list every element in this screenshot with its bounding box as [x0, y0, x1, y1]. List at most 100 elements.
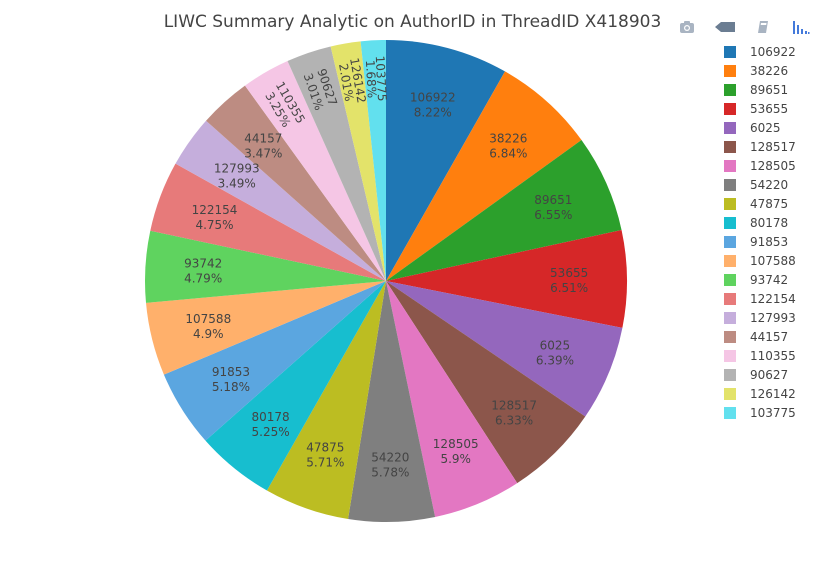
legend-item-122154[interactable]: 122154: [718, 289, 796, 308]
book-icon[interactable]: [744, 15, 782, 39]
pie-slice-89651[interactable]: [386, 140, 622, 281]
pie-slice-110355[interactable]: [244, 61, 386, 281]
legend-item-128505[interactable]: 128505: [718, 156, 796, 175]
slice-label-percent: 2.01%: [336, 62, 356, 102]
legend-swatch: [724, 387, 736, 400]
slice-label-126142: 1261422.01%: [335, 57, 368, 107]
slice-label-name: 128517: [491, 399, 537, 413]
legend-swatch: [724, 159, 736, 172]
pie-slices: [145, 40, 627, 522]
pie-slice-44157[interactable]: [206, 85, 386, 281]
slice-label-name: 44157: [244, 132, 282, 146]
slice-label-128517: 128517 6.33%: [491, 399, 537, 428]
slice-label-128505: 128505 5.9%: [433, 437, 479, 466]
bar-chart-icon[interactable]: [782, 15, 820, 39]
pie-slice-106922[interactable]: [386, 40, 505, 281]
slice-label-name: 91853: [212, 365, 250, 379]
legend-swatch: [724, 235, 736, 248]
slice-label-93742: 93742 4.79%: [184, 257, 222, 286]
pie-slice-91853[interactable]: [163, 281, 386, 441]
pie-slice-93742[interactable]: [145, 230, 386, 303]
legend-item-89651[interactable]: 89651: [718, 80, 796, 99]
legend-item-128517[interactable]: 128517: [718, 137, 796, 156]
pie-slice-38226[interactable]: [386, 71, 582, 281]
legend-swatch: [724, 273, 736, 286]
legend-item-126142[interactable]: 126142: [718, 384, 796, 403]
slice-label-percent: 4.9%: [193, 327, 224, 341]
pie-slice-80178[interactable]: [205, 281, 386, 491]
slice-label-name: 53655: [550, 266, 588, 280]
legend-item-106922[interactable]: 106922: [718, 42, 796, 61]
pie-slice-47875[interactable]: [266, 281, 386, 519]
slice-label-name: 107588: [185, 312, 231, 326]
slice-label-percent: 6.55%: [534, 208, 572, 222]
slice-label-name: 93742: [184, 257, 222, 271]
legend-label: 106922: [750, 44, 796, 59]
legend-swatch: [724, 121, 736, 134]
legend-item-54220[interactable]: 54220: [718, 175, 796, 194]
slice-label-percent: 8.22%: [414, 106, 452, 120]
legend-item-107588[interactable]: 107588: [718, 251, 796, 270]
slice-label-percent: 5.9%: [440, 452, 471, 466]
legend-item-90627[interactable]: 90627: [718, 365, 796, 384]
pie-slice-107588[interactable]: [145, 281, 386, 375]
legend-label: 53655: [750, 101, 789, 116]
pie-slice-127993[interactable]: [175, 120, 386, 282]
legend-label: 103775: [750, 405, 796, 420]
slice-label-name: 89651: [534, 193, 572, 207]
pie-slice-126142[interactable]: [330, 41, 386, 282]
legend-item-80178[interactable]: 80178: [718, 213, 796, 232]
camera-icon[interactable]: [668, 15, 706, 39]
legend-item-103775[interactable]: 103775: [718, 403, 796, 422]
legend-label: 80178: [750, 215, 789, 230]
slice-label-name: 128505: [433, 437, 479, 451]
pie-slice-122154[interactable]: [150, 163, 386, 281]
legend-item-6025[interactable]: 6025: [718, 118, 796, 137]
pie-slice-53655[interactable]: [386, 230, 627, 328]
legend-swatch: [724, 216, 736, 229]
pie-slice-90627[interactable]: [287, 46, 386, 281]
pie-slice-103775[interactable]: [360, 40, 386, 281]
legend-label: 90627: [750, 367, 789, 382]
slice-label-percent: 4.75%: [195, 218, 233, 232]
arrow-left-icon[interactable]: [706, 15, 744, 39]
legend-label: 54220: [750, 177, 789, 192]
legend-label: 89651: [750, 82, 789, 97]
legend-label: 126142: [750, 386, 796, 401]
legend-label: 127993: [750, 310, 796, 325]
slice-label-percent: 1.68%: [363, 60, 379, 99]
legend-swatch: [724, 368, 736, 381]
legend-item-38226[interactable]: 38226: [718, 61, 796, 80]
legend-item-93742[interactable]: 93742: [718, 270, 796, 289]
slice-label-percent: 5.25%: [252, 425, 290, 439]
legend-label: 6025: [750, 120, 781, 135]
legend-label: 128505: [750, 158, 796, 173]
legend-label: 110355: [750, 348, 796, 363]
legend-swatch: [724, 64, 736, 77]
slice-label-106922: 106922 8.22%: [410, 91, 456, 120]
legend: 106922 38226 89651 53655 6025 128517 128505 542…: [718, 42, 796, 422]
legend-item-110355[interactable]: 110355: [718, 346, 796, 365]
slice-label-38226: 38226 6.84%: [489, 131, 527, 160]
legend-swatch: [724, 292, 736, 305]
legend-label: 47875: [750, 196, 789, 211]
slice-label-6025: 6025 6.39%: [536, 338, 574, 367]
slice-label-percent: 3.49%: [218, 176, 256, 190]
legend-item-91853[interactable]: 91853: [718, 232, 796, 251]
slice-label-91853: 91853 5.18%: [212, 365, 250, 394]
pie-slice-128517[interactable]: [386, 281, 586, 484]
pie-slice-54220[interactable]: [348, 281, 436, 522]
legend-item-44157[interactable]: 44157: [718, 327, 796, 346]
legend-item-47875[interactable]: 47875: [718, 194, 796, 213]
slice-label-name: 38226: [489, 131, 527, 145]
slice-label-percent: 6.84%: [489, 146, 527, 160]
slice-label-name: 103775: [373, 55, 389, 101]
slice-label-percent: 5.78%: [371, 466, 409, 480]
legend-item-127993[interactable]: 127993: [718, 308, 796, 327]
legend-swatch: [724, 140, 736, 153]
pie-slice-128505[interactable]: [386, 281, 518, 517]
pie-slice-6025[interactable]: [386, 281, 623, 417]
legend-item-53655[interactable]: 53655: [718, 99, 796, 118]
legend-swatch: [724, 102, 736, 115]
